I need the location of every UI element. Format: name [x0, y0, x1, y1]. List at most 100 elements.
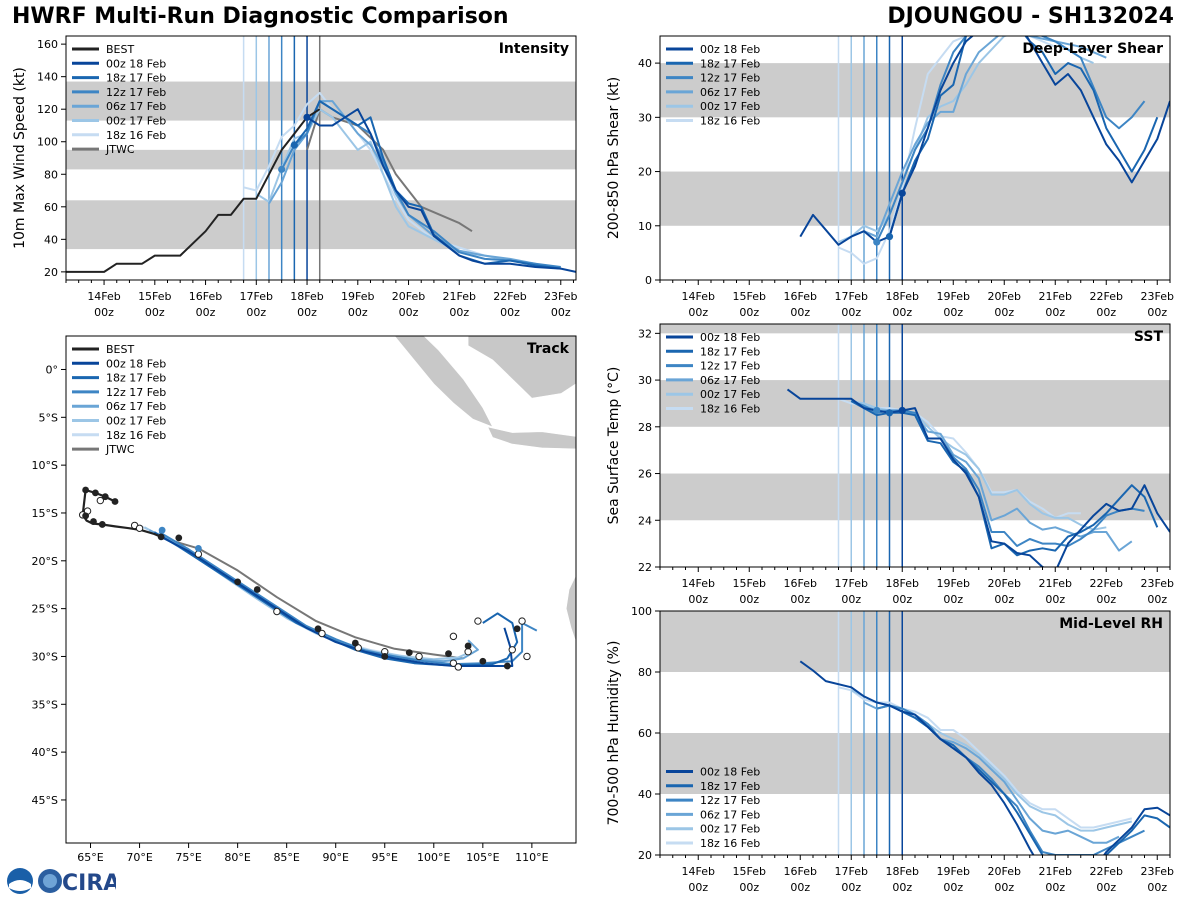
x-tick-label: 14Feb	[682, 865, 715, 878]
x-tick-label-hour: 00z	[1045, 881, 1065, 894]
x-tick-label: 15Feb	[733, 577, 766, 590]
sst-panel-title: SST	[1134, 329, 1164, 345]
x-tick-label: 18Feb	[886, 865, 919, 878]
x-tick-label: 16Feb	[784, 577, 817, 590]
x-tick-label: 105°E	[466, 851, 499, 864]
x-tick-label-hour: 00z	[1096, 306, 1116, 319]
shear-series-00z-17-feb	[838, 36, 1094, 243]
y-tick-label: 20°S	[32, 555, 58, 568]
legend-label-18z-17-feb: 18z 17 Feb	[700, 780, 760, 793]
track-best-point	[82, 512, 90, 520]
x-tick-label: 15Feb	[733, 865, 766, 878]
intensity-series-00z-18-feb	[306, 108, 576, 273]
track-best-point	[351, 639, 359, 647]
legend-label-18z-16-feb: 18z 16 Feb	[700, 837, 760, 850]
legend-label-00z-17-feb: 00z 17 Feb	[700, 388, 760, 401]
x-tick-label-hour: 00z	[1096, 593, 1116, 606]
legend-label-18z-17-feb: 18z 17 Feb	[106, 372, 166, 385]
x-tick-label-hour: 00z	[688, 306, 708, 319]
sst-init-marker	[898, 406, 906, 415]
x-tick-label-hour: 00z	[994, 306, 1014, 319]
y-tick-label: 0	[645, 274, 652, 287]
track-best-point	[175, 534, 183, 542]
track-best-point	[405, 649, 413, 657]
y-tick-label: 20	[638, 849, 652, 862]
x-tick-label: 23Feb	[1141, 290, 1174, 303]
x-tick-label: 19Feb	[937, 577, 970, 590]
x-tick-label-hour: 00z	[739, 593, 759, 606]
shear-threshold-band	[660, 171, 1170, 226]
x-tick-label-hour: 00z	[1147, 306, 1167, 319]
legend-label-18z-16-feb: 18z 16 Feb	[106, 129, 166, 142]
y-tick-label: 22	[638, 561, 652, 574]
legend-label-12z-17-feb: 12z 17 Feb	[700, 72, 760, 85]
y-tick-label: 32	[638, 327, 652, 340]
track-open-point	[415, 652, 423, 661]
y-tick-label: 30	[638, 111, 652, 124]
legend-label-18z-17-feb: 18z 17 Feb	[106, 72, 166, 85]
y-tick-label: 5°S	[39, 411, 58, 424]
track-panel: 65°E 70°E 75°E 80°E 85°E 90°E 95°E 100°E 105°E 11…	[32, 335, 577, 864]
track-best-point	[157, 533, 165, 541]
track-best-point	[314, 625, 322, 633]
rh-threshold-band	[660, 733, 1170, 794]
y-tick-label: 20	[638, 166, 652, 179]
rh-panel: 14Feb 00z 15Feb 00z 16Feb 00z 17Feb 00z 18Feb 00z…	[606, 605, 1174, 894]
track-line-12z-17-feb	[158, 531, 538, 666]
sst-plot-area	[660, 324, 1170, 567]
intensity-panel-title: Intensity	[499, 41, 569, 57]
figure-title: HWRF Multi-Run Diagnostic Comparison	[12, 4, 509, 29]
y-tick-label: 10°S	[32, 459, 58, 472]
intensity-init-marker	[290, 141, 298, 149]
track-best-point	[234, 578, 242, 586]
legend-label-00z-17-feb: 00z 17 Feb	[700, 100, 760, 113]
x-tick-label: 21Feb	[1039, 865, 1072, 878]
track-open-point	[508, 646, 516, 654]
track-best-point	[111, 498, 119, 505]
land-mass	[487, 426, 576, 450]
x-tick-label-hour: 00z	[94, 306, 114, 319]
track-best-point	[445, 650, 452, 657]
x-tick-label-hour: 00z	[348, 306, 368, 319]
shear-plot-area	[660, 36, 1170, 280]
shear-init-marker	[898, 189, 906, 197]
legend-label-18z-16-feb: 18z 16 Feb	[700, 403, 760, 416]
x-tick-label: 90°E	[322, 851, 348, 864]
x-tick-label: 16Feb	[784, 865, 817, 878]
y-tick-label: 35°S	[32, 698, 58, 711]
legend-label-00z-18-feb: 00z 18 Feb	[700, 766, 760, 779]
x-tick-label: 22Feb	[1090, 290, 1123, 303]
x-tick-label: 21Feb	[1039, 577, 1072, 590]
x-tick-label-hour: 00z	[841, 593, 861, 606]
track-frame	[65, 335, 577, 844]
x-tick-label: 80°E	[224, 851, 250, 864]
land-mass	[565, 575, 576, 643]
x-tick-label: 70°E	[126, 851, 152, 864]
track-open-point	[518, 617, 526, 625]
track-open-point	[464, 647, 472, 656]
legend-label-12z-17-feb: 12z 17 Feb	[700, 360, 760, 373]
sst-threshold-band	[660, 473, 1170, 521]
shear-init-marker	[873, 238, 881, 246]
x-tick-label: 16Feb	[784, 290, 817, 303]
legend-label-18z-17-feb: 18z 17 Feb	[700, 345, 760, 358]
legend-label-00z-18-feb: 00z 18 Feb	[106, 357, 166, 370]
logo-text: CIRA	[62, 871, 116, 896]
x-tick-label-hour: 00z	[449, 306, 469, 319]
shear-threshold-band	[660, 63, 1170, 118]
track-best-point	[503, 662, 511, 670]
sst-threshold-band	[660, 324, 1170, 334]
x-tick-label: 65°E	[77, 851, 103, 864]
track-open-point	[523, 652, 531, 661]
track-model-point	[158, 526, 166, 534]
shear-series-06z-17-feb	[863, 36, 1107, 238]
legend-label-12z-17-feb: 12z 17 Feb	[106, 386, 166, 399]
x-tick-label-hour: 00z	[943, 593, 963, 606]
legend-label-12z-17-feb: 12z 17 Feb	[106, 86, 166, 99]
y-tick-label: 30°S	[32, 650, 58, 663]
y-tick-label: 25°S	[32, 603, 58, 616]
x-tick-label: 20Feb	[988, 865, 1021, 878]
intensity-plot-area	[66, 36, 576, 280]
